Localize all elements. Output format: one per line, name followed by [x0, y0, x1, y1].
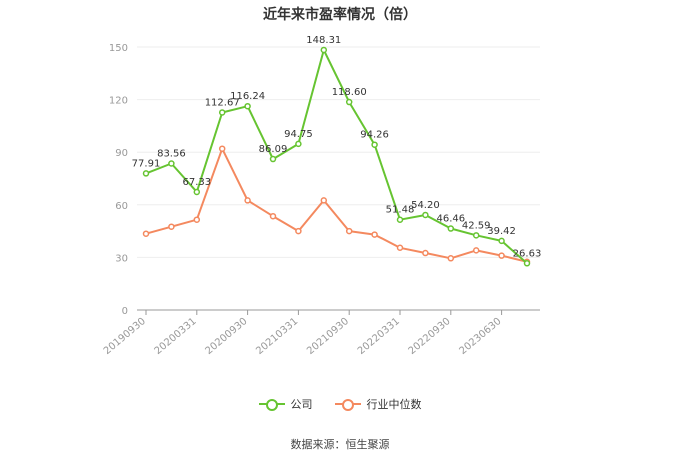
data-source-note: 数据来源：恒生聚源: [290, 438, 390, 451]
data-label-company: 148.31: [306, 35, 341, 46]
x-tick-label: 20220930: [407, 316, 453, 357]
legend-item-industry[interactable]: 行业中位数: [334, 396, 422, 412]
data-point-industry: [320, 197, 328, 204]
x-tick-label: 20200331: [153, 316, 199, 357]
data-point-industry: [142, 230, 150, 237]
data-point-industry: [422, 249, 429, 257]
data-point-industry: [396, 244, 404, 252]
chart-title: 近年来市盈率情况（倍）: [263, 7, 417, 23]
legend-swatch-company: [258, 398, 285, 411]
y-tick-label: 60: [115, 201, 128, 212]
data-point-company: [244, 102, 251, 110]
data-point-company: [193, 188, 201, 196]
data-point-company: [269, 155, 277, 163]
data-point-company: [447, 225, 455, 232]
data-point-company: [396, 216, 404, 223]
data-label-company: 86.09: [259, 144, 288, 155]
data-point-industry: [498, 252, 505, 259]
series-line-company: [145, 49, 528, 265]
y-tick-label: 0: [122, 306, 128, 317]
data-label-company: 112.67: [205, 97, 240, 108]
data-point-industry: [218, 145, 226, 152]
data-label-company: 83.56: [157, 148, 186, 159]
data-point-company: [371, 141, 378, 148]
data-label-company: 54.20: [411, 200, 440, 211]
data-point-industry: [371, 231, 378, 238]
data-label-company: 26.63: [513, 248, 542, 259]
data-point-company: [218, 109, 226, 116]
y-tick-label: 90: [115, 148, 128, 159]
data-point-company: [472, 232, 480, 239]
data-point-company: [168, 160, 175, 167]
data-label-company: 51.48: [386, 205, 415, 216]
y-tick-label: 120: [109, 96, 128, 107]
data-point-company: [422, 211, 429, 219]
data-point-industry: [193, 216, 201, 223]
data-label-company: 42.59: [462, 220, 491, 231]
data-label-company: 39.42: [487, 226, 516, 237]
data-label-company: 94.75: [284, 129, 313, 140]
legend-label-industry: 行业中位数: [366, 398, 422, 411]
data-label-company: 116.24: [230, 91, 265, 102]
data-point-industry: [244, 197, 251, 204]
x-tick-label: 20190930: [102, 316, 148, 357]
x-tick-label: 20220331: [356, 316, 402, 357]
data-point-company: [498, 237, 505, 245]
legend-swatch-industry: [334, 398, 361, 411]
data-point-industry: [295, 227, 302, 235]
data-label-company: 77.91: [132, 158, 161, 169]
x-tick-label: 20210331: [254, 316, 300, 357]
data-label-company: 118.60: [332, 87, 367, 98]
x-tick-label: 20200930: [203, 316, 249, 357]
legend-item-company[interactable]: 公司: [258, 396, 313, 412]
data-point-industry: [472, 247, 480, 254]
chart-legend: 公司 行业中位数: [0, 396, 680, 412]
data-point-company: [523, 260, 531, 267]
data-point-company: [295, 140, 302, 148]
series-line-industry: [145, 147, 528, 263]
y-tick-label: 30: [115, 253, 128, 264]
x-tick-label: 20230630: [457, 316, 503, 357]
x-tick-label: 20210930: [305, 316, 351, 357]
data-point-company: [345, 98, 353, 106]
data-point-industry: [168, 223, 175, 230]
data-point-industry: [345, 227, 353, 235]
legend-label-company: 公司: [290, 398, 313, 411]
data-label-company: 94.26: [360, 130, 389, 141]
data-point-company: [320, 46, 328, 54]
data-label-company: 46.46: [436, 214, 465, 225]
data-point-industry: [269, 212, 277, 220]
data-point-industry: [447, 255, 455, 262]
y-tick-label: 150: [109, 43, 128, 54]
data-label-company: 67.33: [182, 177, 211, 188]
data-point-company: [142, 170, 150, 177]
